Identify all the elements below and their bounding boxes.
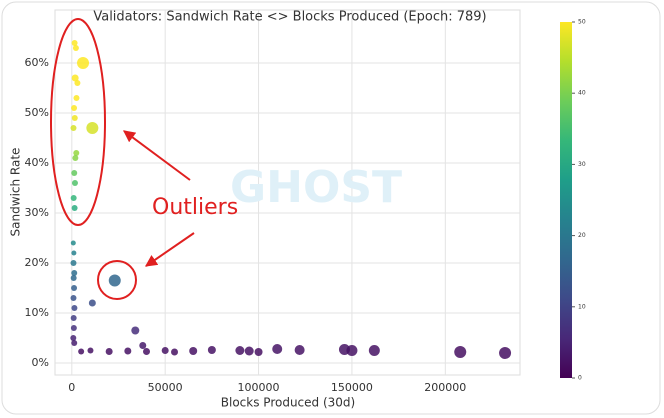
point: [254, 348, 263, 356]
point: [244, 346, 254, 356]
point: [71, 270, 78, 276]
point: [71, 40, 78, 46]
point: [78, 348, 85, 355]
outlier-ellipse: [50, 18, 106, 226]
y-tick-label: 10%: [25, 306, 49, 319]
point: [207, 346, 216, 354]
point: [105, 348, 113, 355]
grid: [55, 10, 520, 375]
point: [346, 345, 358, 356]
point: [189, 347, 198, 355]
colorbar-tick-label: 30: [578, 161, 586, 168]
point: [71, 170, 78, 176]
x-tick-label: 150000: [331, 381, 373, 394]
outlier-circle: [97, 260, 137, 300]
point: [171, 348, 179, 356]
point: [74, 80, 81, 86]
point: [70, 315, 77, 321]
point: [71, 250, 77, 256]
annotation: Outliers: [152, 195, 238, 220]
colorbar-tick-label: 0: [578, 375, 582, 382]
y-tick-label: 40%: [25, 156, 49, 169]
chart-title: Validators: Sandwich Rate <> Blocks Prod…: [93, 10, 486, 25]
point: [87, 347, 94, 354]
y-tick-label: 0%: [32, 356, 49, 369]
point: [71, 285, 78, 291]
colorbar-tick-label: 40: [578, 90, 586, 97]
point: [70, 295, 77, 301]
point: [71, 180, 78, 186]
point: [86, 122, 99, 134]
point: [70, 275, 77, 281]
colorbar: [560, 22, 572, 378]
point: [71, 305, 78, 311]
point: [368, 345, 380, 356]
point: [272, 344, 283, 354]
point: [143, 348, 151, 355]
x-axis-label: Blocks Produced (30d): [221, 396, 355, 410]
colorbar-tick-label: 20: [578, 232, 586, 239]
point: [77, 57, 90, 69]
arrow: [123, 130, 191, 181]
point: [454, 346, 467, 358]
point: [131, 326, 140, 335]
point: [108, 274, 121, 287]
colorbar-tick-label: 50: [578, 19, 586, 26]
point: [71, 205, 78, 211]
point: [499, 347, 512, 359]
point: [72, 45, 79, 51]
y-tick-label: 30%: [25, 206, 49, 219]
plot-area: [54, 9, 521, 376]
point: [71, 105, 78, 111]
x-tick-label: 0: [68, 381, 75, 394]
point: [71, 340, 78, 346]
point: [73, 95, 80, 101]
point: [294, 345, 305, 355]
point: [71, 74, 79, 82]
point: [124, 347, 132, 355]
point: [71, 115, 78, 121]
points: [70, 40, 512, 359]
y-tick-label: 60%: [25, 56, 49, 69]
y-axis-label: Sandwich Rate: [9, 148, 23, 237]
point: [70, 260, 77, 266]
point: [70, 125, 77, 131]
point: [139, 342, 147, 349]
x-tick-label: 50000: [148, 381, 183, 394]
x-tick-label: 200000: [424, 381, 466, 394]
point: [88, 299, 96, 307]
point: [235, 346, 245, 355]
point: [70, 240, 76, 246]
y-tick-label: 50%: [25, 106, 49, 119]
point: [161, 347, 169, 354]
y-tick-label: 20%: [25, 256, 49, 269]
point: [72, 155, 79, 161]
point: [70, 195, 77, 201]
point: [73, 150, 80, 156]
point: [70, 325, 77, 331]
colorbar-tick-label: 10: [578, 303, 586, 310]
arrow: [145, 232, 195, 267]
point: [70, 335, 77, 341]
watermark: GHOST: [230, 162, 402, 213]
x-tick-label: 100000: [238, 381, 280, 394]
